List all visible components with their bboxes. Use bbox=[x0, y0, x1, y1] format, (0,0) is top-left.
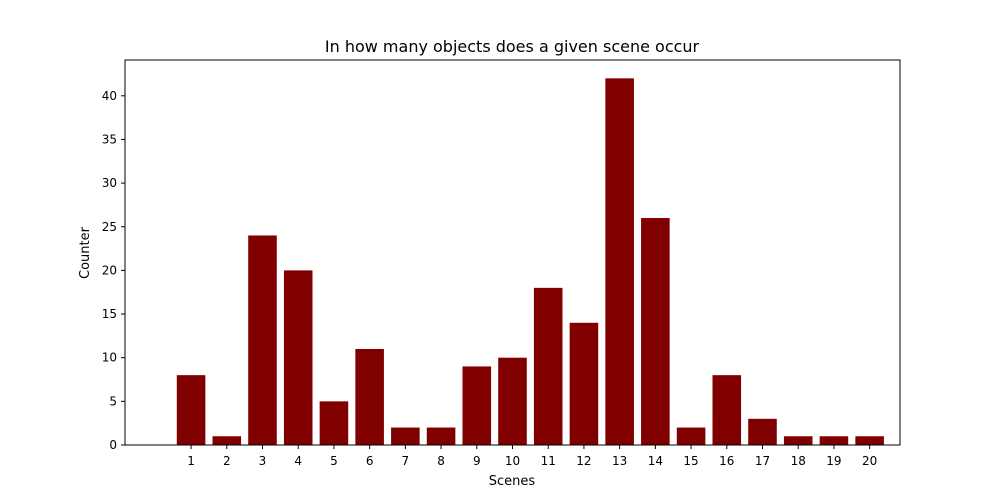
y-tick-label-30: 30 bbox=[102, 176, 117, 190]
x-tick-label-16: 16 bbox=[719, 454, 734, 468]
bar-scene-20 bbox=[855, 436, 884, 445]
plot-frame bbox=[124, 59, 901, 446]
y-tick-label-0: 0 bbox=[109, 438, 117, 452]
y-tick-label-25: 25 bbox=[102, 220, 117, 234]
bar-scene-13 bbox=[605, 78, 634, 445]
y-tick-label-10: 10 bbox=[102, 351, 117, 365]
bars-group bbox=[176, 78, 884, 445]
bar-scene-1 bbox=[176, 375, 206, 445]
x-tick-label-5: 5 bbox=[330, 454, 338, 468]
x-tick-label-8: 8 bbox=[437, 454, 445, 468]
x-tick-label-15: 15 bbox=[683, 454, 698, 468]
bar-scene-7 bbox=[391, 427, 420, 445]
x-axis-label: Scenes bbox=[489, 474, 536, 489]
y-axis-label: Counter bbox=[78, 226, 93, 279]
x-tick-label-2: 2 bbox=[223, 454, 231, 468]
x-tick-label-12: 12 bbox=[576, 454, 591, 468]
bar-scene-3 bbox=[248, 235, 277, 445]
x-ticks-group: 1 2 3 4 5 6 7 8 9 10 11 12 13 14 15 16 17 18 19 20 bbox=[187, 445, 877, 468]
x-tick-label-4: 4 bbox=[294, 454, 302, 468]
y-tick-label-40: 40 bbox=[102, 89, 117, 103]
x-tick-label-19: 19 bbox=[826, 454, 841, 468]
bar-scene-11 bbox=[533, 287, 563, 445]
x-tick-label-14: 14 bbox=[648, 454, 663, 468]
bar-scene-15 bbox=[676, 427, 706, 445]
x-tick-label-20: 20 bbox=[862, 454, 877, 468]
y-tick-label-15: 15 bbox=[102, 307, 117, 321]
bar-scene-2 bbox=[212, 436, 242, 445]
y-tick-label-20: 20 bbox=[102, 263, 117, 277]
bar-scene-17 bbox=[748, 418, 777, 445]
y-tick-label-35: 35 bbox=[102, 132, 117, 146]
bar-scene-9 bbox=[462, 366, 492, 445]
bar-scene-4 bbox=[283, 270, 313, 445]
bar-scene-12 bbox=[569, 322, 599, 445]
bar-scene-19 bbox=[819, 436, 849, 445]
bar-scene-18 bbox=[783, 436, 813, 445]
bar-scene-8 bbox=[426, 427, 456, 445]
y-ticks-group: 0 5 10 15 20 25 30 35 40 bbox=[102, 89, 125, 452]
x-tick-label-9: 9 bbox=[473, 454, 481, 468]
x-tick-label-3: 3 bbox=[259, 454, 267, 468]
bar-scene-16 bbox=[712, 375, 742, 445]
bar-scene-14 bbox=[641, 218, 670, 445]
x-tick-label-6: 6 bbox=[366, 454, 374, 468]
y-tick-label-5: 5 bbox=[109, 394, 117, 408]
chart-title: In how many objects does a given scene o… bbox=[325, 37, 700, 56]
x-tick-label-13: 13 bbox=[612, 454, 627, 468]
x-tick-label-1: 1 bbox=[187, 454, 195, 468]
bar-scene-5 bbox=[319, 401, 349, 445]
bar-scene-10 bbox=[498, 357, 527, 445]
x-tick-label-7: 7 bbox=[402, 454, 410, 468]
x-tick-label-18: 18 bbox=[791, 454, 806, 468]
bar-scene-6 bbox=[355, 348, 384, 445]
x-tick-label-11: 11 bbox=[541, 454, 556, 468]
x-tick-label-10: 10 bbox=[505, 454, 520, 468]
x-tick-label-17: 17 bbox=[755, 454, 770, 468]
